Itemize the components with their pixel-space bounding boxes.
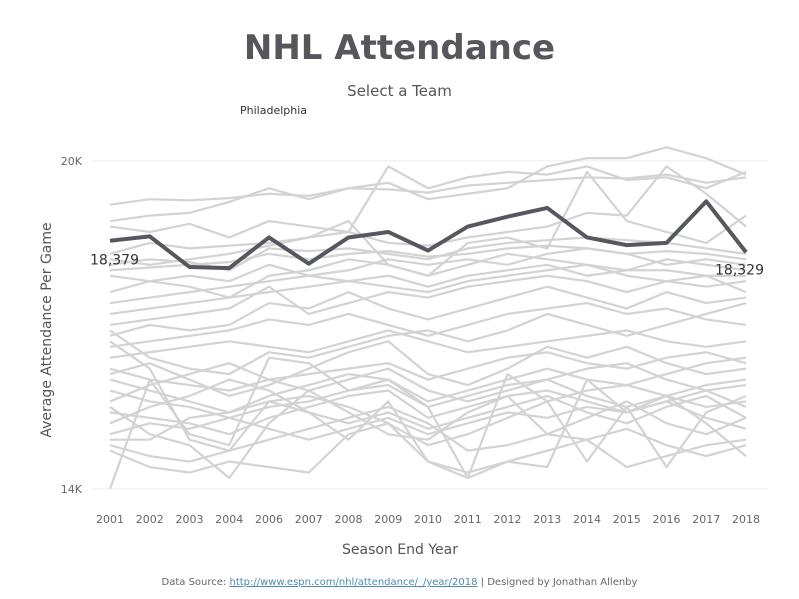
highlight-series-line[interactable] [109, 199, 748, 271]
data-source-link[interactable]: http://www.espn.com/nhl/attendance/_/yea… [229, 577, 478, 588]
team-series-line[interactable] [109, 263, 746, 305]
footer: Data Source: http://www.espn.com/nhl/att… [0, 577, 799, 588]
team-series-line[interactable] [109, 378, 747, 430]
x-tick-label: 2016 [653, 513, 681, 526]
x-tick-label: 2004 [215, 513, 243, 526]
x-tick-label: 2014 [573, 513, 601, 526]
team-series-line[interactable] [109, 405, 747, 463]
team-series-line[interactable] [109, 244, 747, 272]
x-tick-label: 2012 [494, 513, 522, 526]
x-tick-label: 2009 [374, 513, 402, 526]
end-value-label: 18,329 [715, 262, 764, 278]
team-series-line[interactable] [109, 263, 747, 316]
team-series-line[interactable] [109, 329, 747, 359]
footer-prefix: Data Source: [161, 577, 230, 588]
team-series-line[interactable] [109, 340, 747, 398]
team-series-line[interactable] [109, 274, 747, 327]
highlight-series-layer: 18,379 18,329 [90, 199, 764, 278]
team-series-line[interactable] [109, 252, 747, 299]
tick-layer: 14K 20K 2001 2002 2003 2004 2006 2007 2008 2009 20… [61, 155, 760, 526]
x-tick-label: 2017 [692, 513, 720, 526]
start-value-label: 18,379 [90, 253, 139, 269]
team-selector-value[interactable]: Philadelphia [240, 104, 308, 117]
team-series-line[interactable] [109, 422, 747, 474]
x-tick-label: 2013 [533, 513, 561, 526]
team-series-line[interactable] [108, 356, 747, 490]
x-tick-label: 2011 [454, 513, 482, 526]
team-series-line[interactable] [109, 356, 747, 414]
x-tick-label: 2008 [335, 513, 363, 526]
grid-layer [92, 160, 768, 490]
team-series-line[interactable] [109, 351, 747, 392]
team-series-line[interactable] [109, 389, 747, 480]
y-tick-label: 14K [61, 483, 83, 496]
team-selector-label: Select a Team [347, 82, 452, 100]
team-series-line[interactable] [109, 247, 747, 294]
y-tick-label: 20K [61, 155, 83, 168]
team-series-line[interactable] [109, 301, 747, 348]
footer-suffix: | Designed by Jonathan Allenby [477, 577, 638, 588]
x-tick-label: 2018 [732, 513, 760, 526]
team-series-line[interactable] [109, 362, 747, 409]
y-axis-title: Average Attendance Per Game [39, 222, 55, 437]
x-tick-label: 2003 [176, 513, 204, 526]
team-series-line[interactable] [110, 383, 747, 447]
team-series-line[interactable] [109, 340, 747, 480]
page-title: NHL Attendance [243, 28, 556, 68]
team-series-line[interactable] [109, 165, 747, 239]
x-tick-label: 2002 [136, 513, 164, 526]
team-series-line[interactable] [109, 165, 747, 255]
x-tick-label: 2010 [414, 513, 442, 526]
x-tick-label: 2001 [96, 513, 124, 526]
team-series-line[interactable] [109, 285, 747, 337]
x-tick-label: 2006 [255, 513, 283, 526]
x-axis-title: Season End Year [342, 542, 458, 558]
background-series-layer [108, 146, 747, 490]
x-tick-label: 2007 [295, 513, 323, 526]
team-series-line[interactable] [109, 173, 747, 206]
team-series-line[interactable] [109, 146, 747, 223]
x-tick-label: 2015 [613, 513, 641, 526]
team-series-line[interactable] [109, 301, 747, 376]
